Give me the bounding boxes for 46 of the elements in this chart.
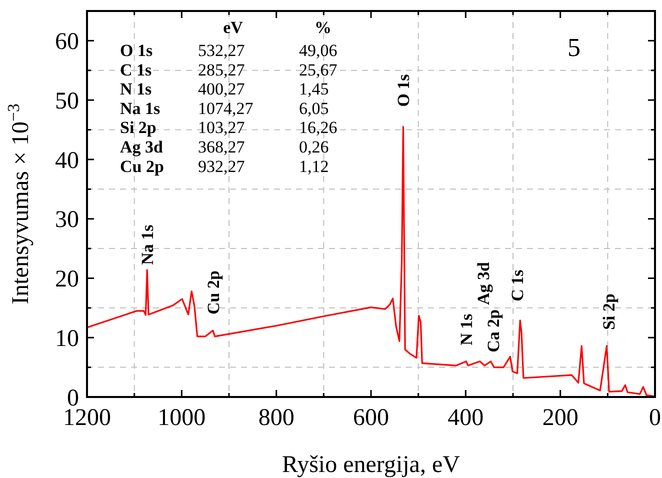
annotation: 400,27	[198, 80, 246, 99]
x-tick-label: 1200	[63, 405, 111, 431]
annotation: 25,67	[299, 60, 338, 80]
annotation: 1,12	[299, 156, 329, 176]
annotation: Na 1s	[120, 98, 161, 118]
annotation: 532,27	[198, 41, 246, 60]
annotation: 49,06	[299, 41, 338, 60]
annotation: 932,27	[198, 156, 246, 176]
annotation: 5	[568, 33, 580, 62]
annotation: C 1s	[508, 269, 528, 302]
y-tick-label: 50	[55, 88, 79, 114]
annotation: 285,27	[198, 60, 246, 80]
annotation: Na 1s	[138, 224, 158, 265]
annotation: 368,27	[198, 138, 246, 156]
y-tick-label: 10	[55, 326, 79, 352]
annotation: 16,26	[299, 118, 338, 138]
annotation: eV	[223, 18, 244, 37]
annotation: N 1s	[120, 80, 152, 99]
x-tick-label: 600	[353, 405, 389, 431]
x-tick-label: 0	[649, 405, 661, 431]
annotation: Cu 2p	[120, 156, 164, 176]
annotation: N 1s	[457, 313, 476, 346]
x-axis-title: Ryšio energija, eV	[282, 452, 461, 478]
y-tick-label: 30	[55, 207, 79, 234]
annotation: Ca 2p	[484, 309, 503, 352]
annotation: Ag 3d	[120, 138, 164, 156]
annotation: O 1s	[394, 74, 414, 107]
annotation: 1074,27	[198, 98, 254, 118]
annotation: Si 2p	[600, 294, 619, 330]
y-tick-label: 40	[55, 148, 79, 174]
annotation: C 1s	[120, 60, 152, 80]
y-tick-label: 20	[55, 266, 79, 293]
x-tick-label: 400	[448, 405, 484, 431]
x-tick-label: 200	[542, 405, 578, 431]
annotation: 0,26	[299, 138, 329, 156]
annotation: 6,05	[299, 98, 329, 118]
annotation: Cu 2p	[204, 270, 223, 314]
y-tick-label: 60	[55, 29, 79, 56]
annotation: 1,45	[299, 80, 329, 99]
annotation: 103,27	[198, 118, 246, 138]
x-tick-label: 1000	[158, 405, 206, 431]
annotation: %	[314, 18, 332, 37]
x-tick-label: 800	[258, 405, 294, 431]
annotation: Ag 3d	[474, 261, 493, 305]
annotation: O 1s	[120, 41, 153, 60]
annotation: Si 2p	[120, 118, 156, 138]
